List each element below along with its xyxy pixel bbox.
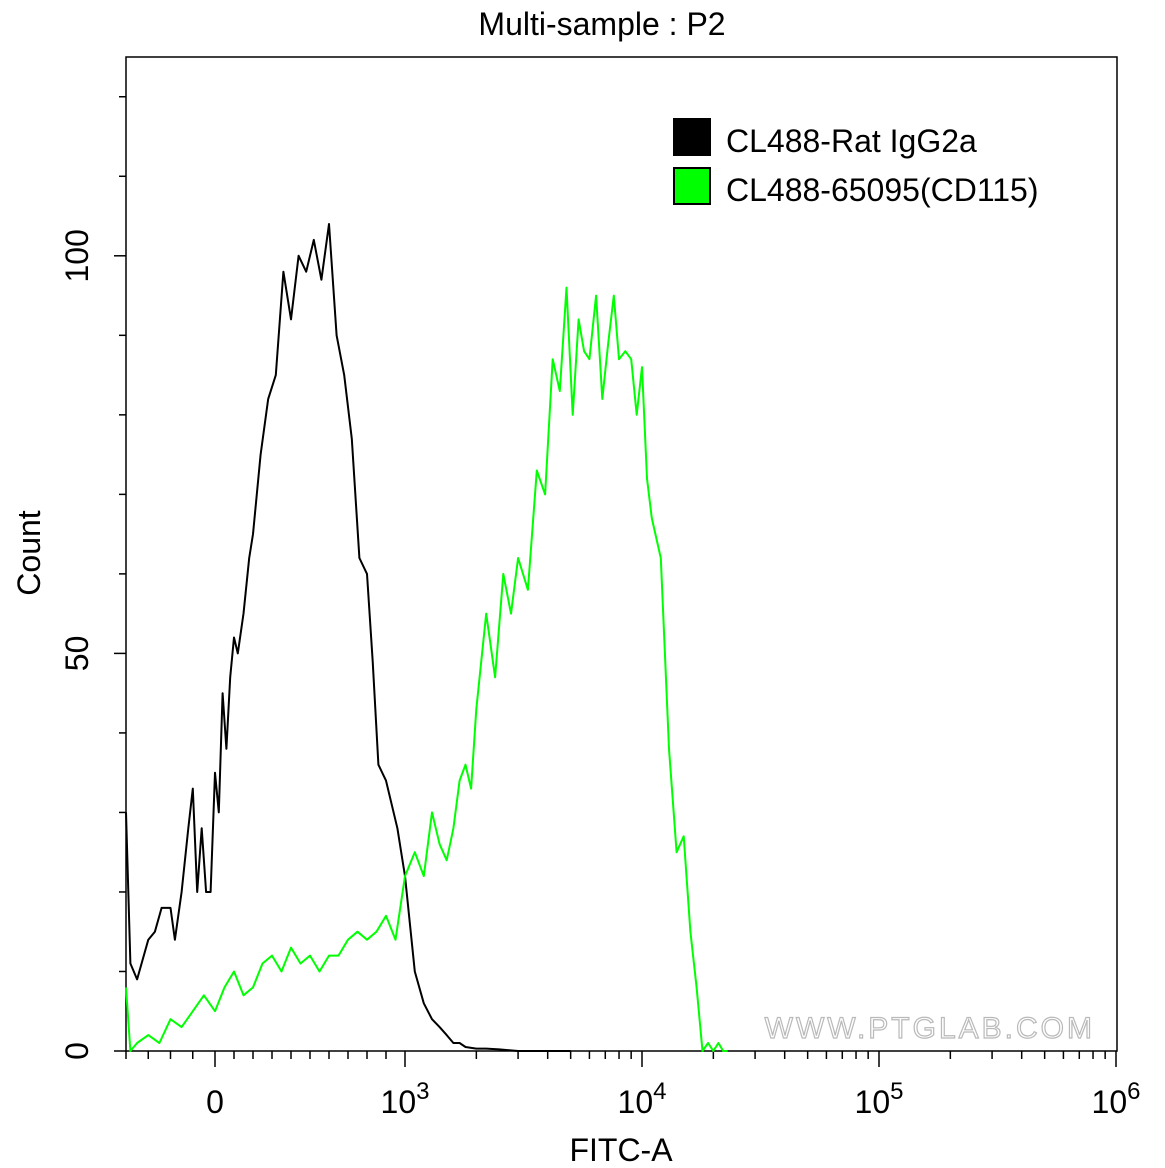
y-tick-label: 0 [59, 1042, 95, 1060]
series-layer [125, 223, 728, 1052]
y-axis: 0 50 100 [59, 96, 126, 1060]
x-axis-label: FITC-A [569, 1132, 673, 1168]
chart-title: Multi-sample : P2 [478, 6, 725, 42]
y-tick-label: 50 [59, 636, 95, 672]
legend-swatch-0 [673, 118, 711, 156]
x-tick-label: 103 [381, 1078, 430, 1120]
series-line-0 [125, 223, 571, 1052]
x-tick-label: 0 [206, 1084, 224, 1120]
legend-label-1: CL488-65095(CD115) [726, 172, 1038, 208]
plot-frame [125, 56, 1118, 1052]
x-tick-label: 106 [1092, 1078, 1141, 1120]
legend: CL488-Rat IgG2a CL488-65095(CD115) [673, 118, 1038, 208]
x-tick-label: 104 [618, 1078, 667, 1120]
y-axis-label: Count [11, 510, 47, 596]
x-axis: 0 103 104 105 106 [125, 1051, 1141, 1120]
legend-swatch-1 [673, 167, 711, 205]
x-tick-label: 105 [855, 1078, 904, 1120]
legend-label-0: CL488-Rat IgG2a [726, 123, 977, 159]
watermark: WWW.PTGLAB.COM [765, 1012, 1095, 1045]
y-tick-label: 100 [59, 229, 95, 282]
series-line-1 [125, 286, 728, 1052]
